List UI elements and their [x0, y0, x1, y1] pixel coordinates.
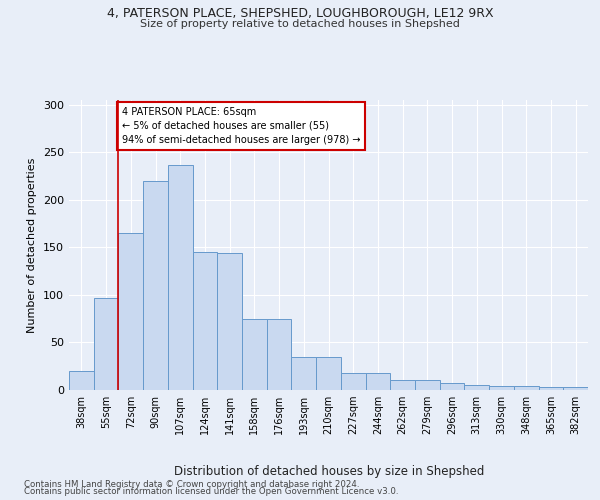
- Bar: [514, 386, 539, 390]
- Bar: [94, 298, 118, 390]
- Bar: [489, 386, 514, 390]
- Bar: [242, 318, 267, 390]
- Bar: [341, 373, 365, 390]
- Bar: [440, 384, 464, 390]
- Bar: [217, 253, 242, 390]
- Text: Contains HM Land Registry data © Crown copyright and database right 2024.: Contains HM Land Registry data © Crown c…: [24, 480, 359, 489]
- Text: Distribution of detached houses by size in Shepshed: Distribution of detached houses by size …: [173, 464, 484, 477]
- Bar: [464, 385, 489, 390]
- Bar: [390, 380, 415, 390]
- Text: 4, PATERSON PLACE, SHEPSHED, LOUGHBOROUGH, LE12 9RX: 4, PATERSON PLACE, SHEPSHED, LOUGHBOROUG…: [107, 8, 493, 20]
- Bar: [168, 164, 193, 390]
- Text: 4 PATERSON PLACE: 65sqm
← 5% of detached houses are smaller (55)
94% of semi-det: 4 PATERSON PLACE: 65sqm ← 5% of detached…: [122, 106, 361, 144]
- Bar: [292, 356, 316, 390]
- Y-axis label: Number of detached properties: Number of detached properties: [28, 158, 37, 332]
- Bar: [267, 318, 292, 390]
- Bar: [69, 371, 94, 390]
- Text: Size of property relative to detached houses in Shepshed: Size of property relative to detached ho…: [140, 19, 460, 29]
- Bar: [143, 181, 168, 390]
- Bar: [415, 380, 440, 390]
- Bar: [365, 373, 390, 390]
- Text: Contains public sector information licensed under the Open Government Licence v3: Contains public sector information licen…: [24, 487, 398, 496]
- Bar: [118, 233, 143, 390]
- Bar: [539, 387, 563, 390]
- Bar: [316, 356, 341, 390]
- Bar: [563, 387, 588, 390]
- Bar: [193, 252, 217, 390]
